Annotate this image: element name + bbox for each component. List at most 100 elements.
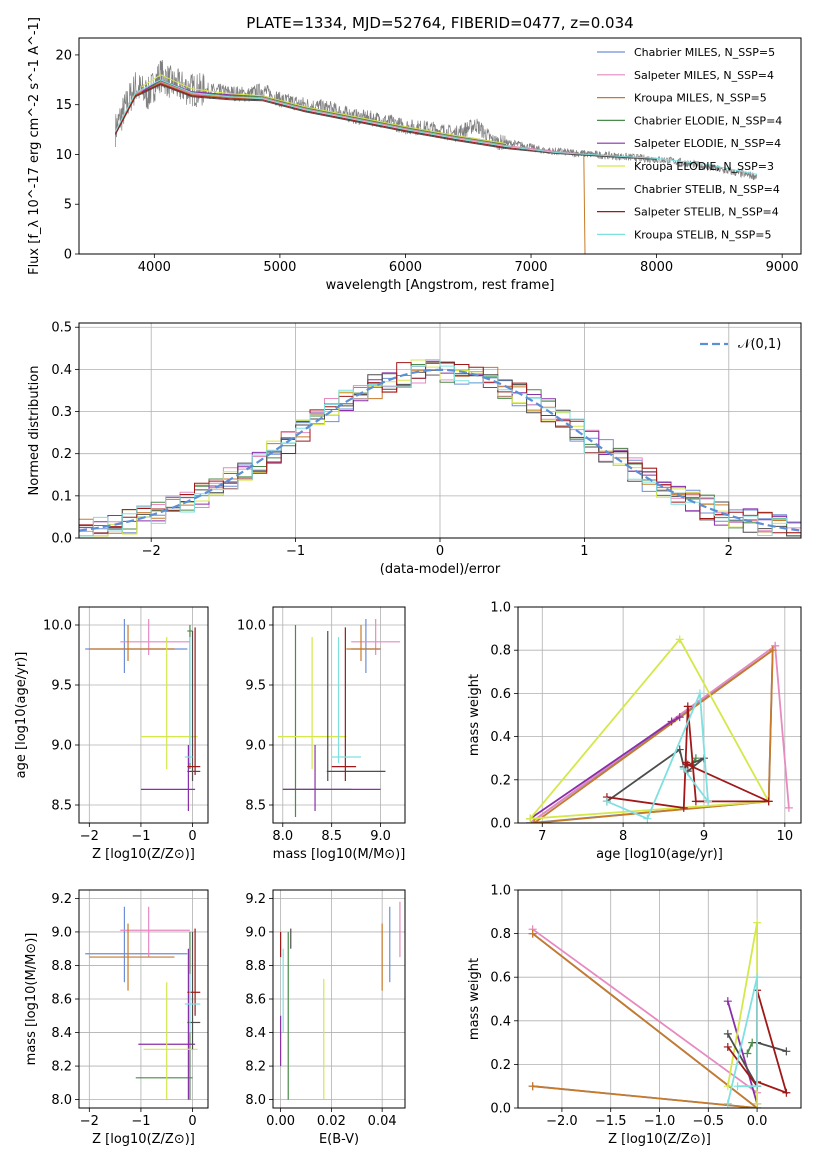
y-tick-label: 8.5 — [245, 799, 266, 814]
histogram-series — [79, 359, 801, 537]
y-tick-label: 0.4 — [490, 1014, 511, 1029]
axes: −2 −1 0 8.0 8.2 8.4 8.6 8.8 9.0 9.2 Z [log10(Z/Z⊙)… — [24, 889, 209, 1147]
y-axis-label: mass [log10(M/M⊙)] — [24, 933, 39, 1066]
chart-age-vs-mass: 8.0 8.5 9.0 8.5 9.0 9.5 10.0 mass [log10(M/M⊙)] — [237, 606, 406, 862]
x-tick-label: 8 — [619, 829, 627, 844]
error-bar — [89, 625, 175, 661]
weight-marker — [753, 918, 762, 927]
x-tick-label: 4000 — [138, 260, 171, 275]
x-axis-label: (data-model)/error — [380, 562, 501, 577]
weight-marker — [723, 1042, 732, 1051]
error-bar — [326, 631, 386, 781]
error-bar — [89, 923, 175, 991]
weight-marker — [675, 635, 684, 644]
weight-marker — [675, 713, 684, 722]
weight-marker — [682, 758, 691, 767]
y-axis-label: Normed distribution — [27, 366, 42, 496]
y-tick-label: 0.5 — [51, 321, 72, 336]
y-tick-label: 0.2 — [490, 1058, 511, 1073]
chart-age-vs-Z: −2 −1 0 8.5 9.0 9.5 10.0 Z [log10(Z/Z⊙)] age [lo… — [14, 606, 209, 862]
plot-area — [79, 359, 801, 537]
error-bar — [187, 631, 201, 781]
weight-series — [532, 928, 758, 1094]
plot-area — [114, 59, 758, 254]
x-tick-label: 0.0 — [747, 1114, 768, 1129]
weight-marker — [782, 1047, 791, 1056]
weight-marker — [679, 765, 688, 773]
y-tick-label: 8.5 — [51, 799, 72, 814]
y-tick-label: 0.3 — [51, 405, 72, 420]
error-bar — [120, 906, 190, 958]
y-tick-label: 5 — [64, 198, 72, 213]
weight-marker — [771, 641, 780, 650]
y-tick-label: 8.6 — [51, 993, 72, 1008]
weight-marker — [526, 814, 535, 823]
weight-marker — [667, 717, 676, 726]
x-tick-label: 8000 — [640, 260, 673, 275]
legend-entry: Kroupa MILES, N_SSP=5 — [634, 92, 767, 105]
weight-marker — [530, 819, 539, 823]
legend-entry: Kroupa STELIB, N_SSP=5 — [634, 228, 772, 241]
weight-marker — [683, 702, 692, 711]
model-spectrum — [114, 79, 758, 175]
y-tick-label: 0.8 — [490, 644, 511, 659]
x-tick-label: 5000 — [263, 260, 296, 275]
y-tick-label: 8.0 — [51, 1093, 72, 1108]
x-tick-label: −1 — [286, 544, 305, 559]
y-tick-label: 0.0 — [490, 1102, 511, 1117]
model-spectrum — [114, 82, 586, 254]
y-tick-label: 0.6 — [490, 971, 511, 986]
y-tick-label: 0.4 — [490, 730, 511, 745]
legend-entry: Chabrier STELIB, N_SSP=4 — [634, 183, 780, 196]
chart-mass-vs-Z: −2 −1 0 8.0 8.2 8.4 8.6 8.8 9.0 9.2 Z [log10(Z/Z⊙)… — [24, 889, 209, 1147]
x-axis-label: age [log10(age/yr)] — [596, 847, 723, 862]
y-tick-label: 9.0 — [51, 739, 72, 754]
y-tick-label: 15 — [55, 98, 72, 113]
weight-marker — [743, 1049, 752, 1058]
legend-entry: Chabrier MILES, N_SSP=5 — [634, 46, 775, 59]
legend-entry: Chabrier ELODIE, N_SSP=4 — [634, 114, 782, 127]
x-tick-label: −1.0 — [644, 1114, 676, 1129]
x-tick-label: −2 — [80, 1114, 99, 1129]
weight-marker — [784, 803, 793, 812]
error-bar — [140, 637, 198, 769]
weight-marker — [723, 1099, 732, 1108]
error-bar — [184, 637, 193, 763]
x-tick-label: −1 — [131, 1114, 150, 1129]
x-tick-label: −2 — [80, 829, 99, 844]
y-tick-label: 9.0 — [245, 739, 266, 754]
weight-marker — [764, 797, 773, 806]
legend: 𝒩(0,1) — [700, 337, 781, 352]
y-tick-label: 0.2 — [51, 447, 72, 462]
weight-marker — [679, 803, 688, 812]
x-tick-label: 0 — [188, 829, 196, 844]
error-bar — [187, 928, 201, 1016]
chart-title: PLATE=1334, MJD=52764, FIBERID=0477, z=0… — [246, 14, 633, 32]
legend-entry: Salpeter MILES, N_SSP=4 — [634, 69, 774, 82]
weight-marker — [528, 1082, 537, 1091]
x-tick-label: 7000 — [514, 260, 547, 275]
weight-marker — [753, 1099, 762, 1108]
error-bar — [140, 745, 196, 811]
y-axis-label: age [log10(age/yr)] — [14, 652, 29, 779]
y-tick-label: 1.0 — [490, 884, 511, 899]
x-tick-label: 9000 — [766, 260, 799, 275]
x-tick-label: −2 — [142, 544, 161, 559]
weight-series — [529, 637, 771, 820]
x-axis-label: E(B-V) — [319, 1132, 359, 1147]
y-tick-label: 8.8 — [51, 959, 72, 974]
error-bar — [187, 627, 201, 775]
model-spectrum — [114, 81, 584, 155]
model-spectrum — [114, 84, 657, 160]
chart-weight-vs-Z: −2.0 −1.5 −1.0 −0.5 0.0 0.0 0.2 0.4 0.6 0.8 1.0 Z [… — [467, 884, 802, 1147]
y-axis-label: mass weight — [467, 674, 482, 756]
x-tick-label: 8.0 — [272, 829, 293, 844]
y-tick-label: 8.4 — [51, 1026, 72, 1041]
y-tick-label: 9.5 — [245, 679, 266, 694]
x-axis-label: wavelength [Angstrom, rest frame] — [326, 278, 555, 293]
normal-reference-curve — [79, 368, 801, 532]
error-bar — [331, 637, 361, 763]
x-tick-label: 0.02 — [317, 1114, 346, 1129]
y-tick-label: 1.0 — [490, 601, 511, 616]
plot-area — [528, 918, 791, 1108]
